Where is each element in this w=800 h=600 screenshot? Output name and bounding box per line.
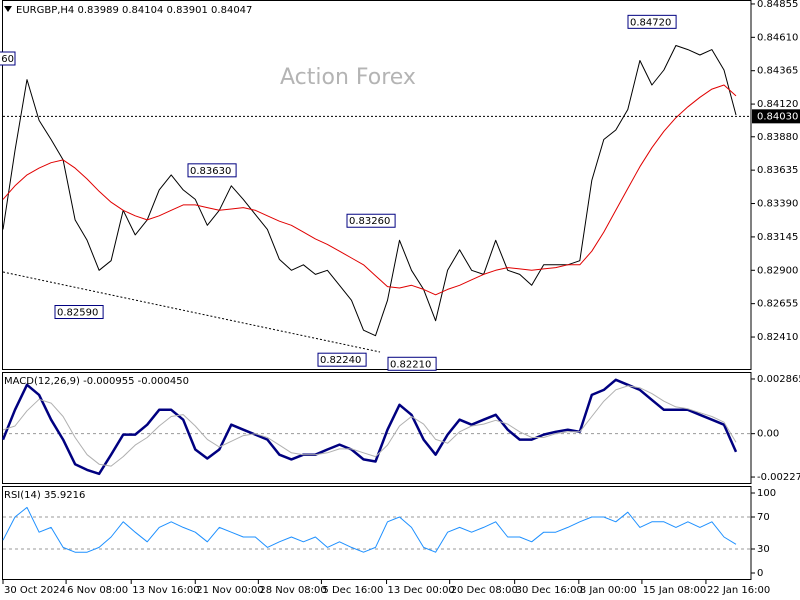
series-line [2,506,737,553]
panel-title: EURGBP,H4 0.83989 0.84104 0.83901 0.8404… [16,5,252,16]
x-tick-label: 30 Dec 16:00 [516,585,583,596]
y-tick-label: 0.84855 [757,0,798,10]
panel-frame [2,486,752,580]
y-tick-label: 0.84610 [757,32,798,43]
price-label-box [187,163,237,178]
x-tick-label: 13 Nov 16:00 [132,585,199,596]
clipped-label-box [0,51,16,66]
x-tick-label: 13 Dec 00:00 [388,585,455,596]
price-label: 0.82240 [320,355,361,366]
series-line [2,45,737,337]
watermark: Action Forex [280,65,416,90]
y-tick-label: 70 [757,512,770,523]
price-label-box [346,213,396,228]
symbol-icon [4,6,12,12]
y-tick-label: -0.002271 [757,472,800,483]
price-label-box [387,356,437,371]
y-tick-label: 100 [757,488,776,499]
y-tick-label: 0.83390 [757,199,798,210]
panel-frame [2,0,752,370]
clipped-label: 60 [1,54,14,65]
last-price-tag [752,109,800,124]
price-label: 0.83260 [349,216,390,227]
y-tick-label: 0.83635 [757,165,798,176]
y-tick-label: 0 [757,568,763,579]
price-label: 0.82590 [57,308,98,319]
y-tick-label: 0.83145 [757,232,798,243]
y-tick-label: 0.002865 [757,374,800,385]
last-price-label: 0.84030 [757,111,798,122]
panel-title: MACD(12,26,9) -0.000955 -0.000450 [4,376,189,387]
trend-line [2,271,381,353]
y-tick-label: 0.83880 [757,132,798,143]
price-label: 0.84720 [630,17,671,28]
x-tick-label: 28 Nov 08:00 [259,585,326,596]
x-tick-label: 22 Jan 16:00 [707,585,770,596]
x-tick-label: 30 Oct 2024 [4,585,66,596]
series-line [1,378,738,476]
series-line [2,385,737,467]
x-tick-label: 20 Dec 08:00 [451,585,518,596]
y-tick-label: 0.82900 [757,265,798,276]
y-tick-label: 0.00 [757,429,779,440]
y-tick-label: 0.84365 [757,66,798,77]
panel-title: RSI(14) 35.9216 [4,490,85,501]
y-tick-label: 0.84120 [757,99,798,110]
y-tick-label: 0.82655 [757,299,798,310]
price-label-box [317,352,367,367]
y-tick-label: 0.82410 [757,332,798,343]
x-tick-label: 8 Jan 00:00 [580,585,637,596]
price-label: 0.82210 [390,359,431,370]
price-label-box [54,305,104,320]
x-tick-label: 21 Nov 00:00 [196,585,263,596]
series-line [2,84,737,296]
panel-frame [2,372,752,484]
price-label: 0.83630 [190,166,231,177]
x-tick-label: 15 Jan 08:00 [643,585,706,596]
price-label-box [627,14,677,29]
x-tick-label: 6 Nov 08:00 [67,585,128,596]
y-tick-label: 30 [757,544,770,555]
x-tick-label: 5 Dec 16:00 [322,585,383,596]
